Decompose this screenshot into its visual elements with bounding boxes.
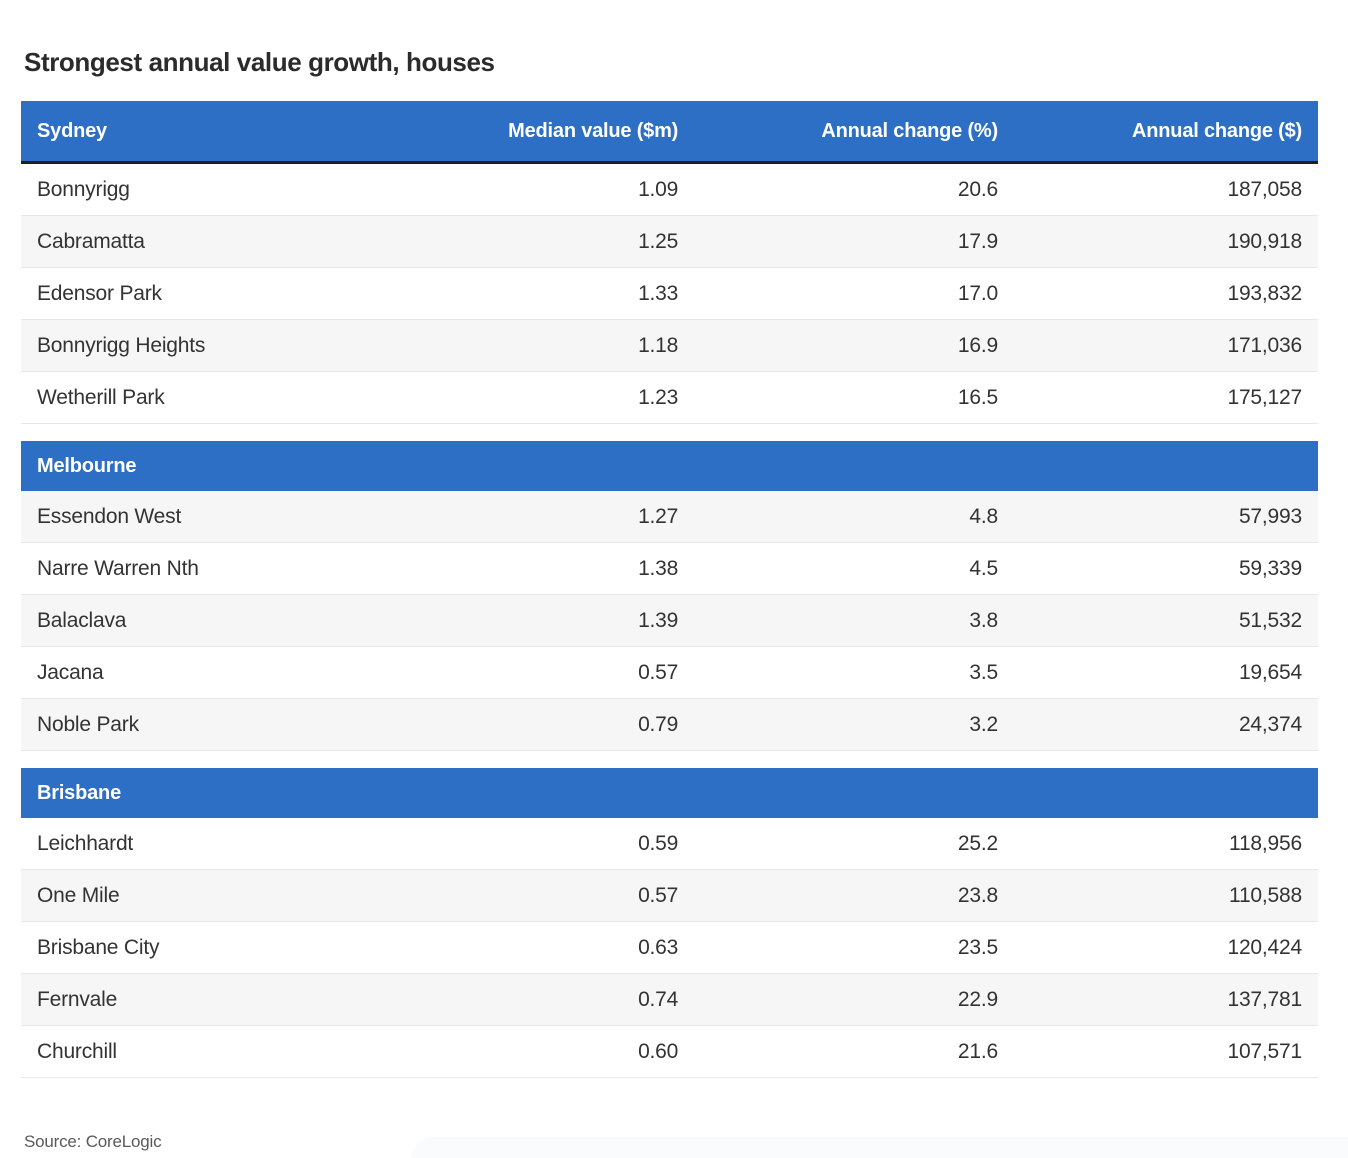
median-value-cell: 0.57 [638, 660, 679, 684]
annual-change-dollars-cell: 187,058 [1227, 177, 1302, 201]
table-body: Bonnyrigg 1.09 20.6 187,058 Cabramatta 1.25 17… [21, 164, 1318, 1078]
annual-change-dollars-cell: 193,832 [1227, 281, 1302, 305]
annual-change-dollars-cell: 175,127 [1227, 385, 1302, 409]
table-row: Fernvale 0.74 22.9 137,781 [21, 974, 1318, 1026]
annual-change-pct-cell: 3.2 [969, 712, 998, 736]
annual-change-pct-cell: 25.2 [957, 831, 998, 855]
annual-change-pct-cell: 22.9 [957, 987, 998, 1011]
annual-change-dollars-cell: 190,918 [1227, 229, 1302, 253]
page-title: Strongest annual value growth, houses [24, 47, 495, 78]
table-row: Balaclava 1.39 3.8 51,532 [21, 595, 1318, 647]
median-value-cell: 0.74 [638, 987, 679, 1011]
annual-change-pct-cell: 16.9 [957, 333, 998, 357]
median-value-cell: 0.60 [638, 1039, 679, 1063]
annual-change-pct-cell: 4.8 [969, 504, 998, 528]
suburb-cell: Noble Park [37, 712, 139, 736]
annual-change-pct-cell: 17.9 [957, 229, 998, 253]
suburb-cell: Bonnyrigg Heights [37, 333, 206, 357]
annual-change-dollars-cell: 171,036 [1227, 333, 1302, 357]
suburb-cell: Balaclava [37, 608, 127, 632]
table-row: Churchill 0.60 21.6 107,571 [21, 1026, 1318, 1078]
column-header-annual-change-dollars: Annual change ($) [1132, 119, 1302, 142]
annual-change-pct-cell: 4.5 [969, 556, 998, 580]
table-row: Narre Warren Nth 1.38 4.5 59,339 [21, 543, 1318, 595]
section-city-label: Melbourne [37, 454, 137, 477]
annual-change-dollars-cell: 120,424 [1227, 935, 1302, 959]
section-city-label: Sydney [37, 119, 107, 142]
median-value-cell: 0.59 [638, 831, 679, 855]
annual-change-pct-cell: 3.8 [969, 608, 998, 632]
table-row: Wetherill Park 1.23 16.5 175,127 [21, 372, 1318, 424]
annual-change-dollars-cell: 19,654 [1238, 660, 1302, 684]
suburb-cell: Churchill [37, 1039, 117, 1063]
median-value-cell: 1.27 [638, 504, 679, 528]
table-row: Noble Park 0.79 3.2 24,374 [21, 699, 1318, 751]
annual-change-dollars-cell: 59,339 [1238, 556, 1302, 580]
annual-change-pct-cell: 17.0 [957, 281, 998, 305]
suburb-cell: Edensor Park [37, 281, 162, 305]
source-note: Source: CoreLogic [24, 1132, 162, 1151]
annual-change-pct-cell: 16.5 [957, 385, 998, 409]
section-header-brisbane: Brisbane [21, 768, 1318, 818]
annual-change-pct-cell: 20.6 [957, 177, 998, 201]
annual-change-dollars-cell: 57,993 [1238, 504, 1302, 528]
annual-change-dollars-cell: 137,781 [1227, 987, 1302, 1011]
median-value-cell: 1.09 [638, 177, 679, 201]
annual-change-pct-cell: 23.8 [957, 883, 998, 907]
table-row: One Mile 0.57 23.8 110,588 [21, 870, 1318, 922]
table-row: Bonnyrigg Heights 1.18 16.9 171,036 [21, 320, 1318, 372]
median-value-cell: 1.38 [638, 556, 679, 580]
annual-change-dollars-cell: 24,374 [1238, 712, 1302, 736]
suburb-cell: Cabramatta [37, 229, 145, 253]
annual-change-pct-cell: 23.5 [957, 935, 998, 959]
annual-change-dollars-cell: 51,532 [1238, 608, 1302, 632]
growth-table: Sydney Median value ($m) Annual change (… [21, 101, 1318, 1078]
section-header-melbourne: Melbourne [21, 441, 1318, 491]
median-value-cell: 0.63 [638, 935, 679, 959]
annual-change-dollars-cell: 107,571 [1227, 1039, 1302, 1063]
table-row: Essendon West 1.27 4.8 57,993 [21, 491, 1318, 543]
annual-change-dollars-cell: 110,588 [1229, 883, 1302, 907]
table-row: Brisbane City 0.63 23.5 120,424 [21, 922, 1318, 974]
median-value-cell: 1.39 [638, 608, 679, 632]
suburb-cell: Narre Warren Nth [37, 556, 199, 580]
annual-change-pct-cell: 3.5 [969, 660, 998, 684]
annual-change-dollars-cell: 118,956 [1229, 831, 1302, 855]
column-header-annual-change-pct: Annual change (%) [821, 119, 998, 142]
suburb-cell: Essendon West [37, 504, 182, 528]
table-row: Bonnyrigg 1.09 20.6 187,058 [21, 164, 1318, 216]
suburb-cell: Fernvale [37, 987, 118, 1011]
suburb-cell: Wetherill Park [37, 385, 165, 409]
median-value-cell: 1.33 [638, 281, 679, 305]
suburb-cell: Leichhardt [37, 831, 134, 855]
suburb-cell: Bonnyrigg [37, 177, 130, 201]
median-value-cell: 0.79 [638, 712, 679, 736]
median-value-cell: 1.23 [638, 385, 679, 409]
table-row: Leichhardt 0.59 25.2 118,956 [21, 818, 1318, 870]
section-header-sydney: Sydney Median value ($m) Annual change (… [21, 101, 1318, 164]
suburb-cell: Brisbane City [37, 935, 160, 959]
table-row: Edensor Park 1.33 17.0 193,832 [21, 268, 1318, 320]
column-header-median-value: Median value ($m) [508, 119, 679, 142]
bottom-right-shape [412, 1137, 1348, 1158]
median-value-cell: 1.18 [638, 333, 679, 357]
table-row: Cabramatta 1.25 17.9 190,918 [21, 216, 1318, 268]
table-row: Jacana 0.57 3.5 19,654 [21, 647, 1318, 699]
median-value-cell: 1.25 [638, 229, 679, 253]
annual-change-pct-cell: 21.6 [957, 1039, 998, 1063]
suburb-cell: Jacana [37, 660, 104, 684]
section-city-label: Brisbane [37, 781, 121, 804]
median-value-cell: 0.57 [638, 883, 679, 907]
suburb-cell: One Mile [37, 883, 120, 907]
